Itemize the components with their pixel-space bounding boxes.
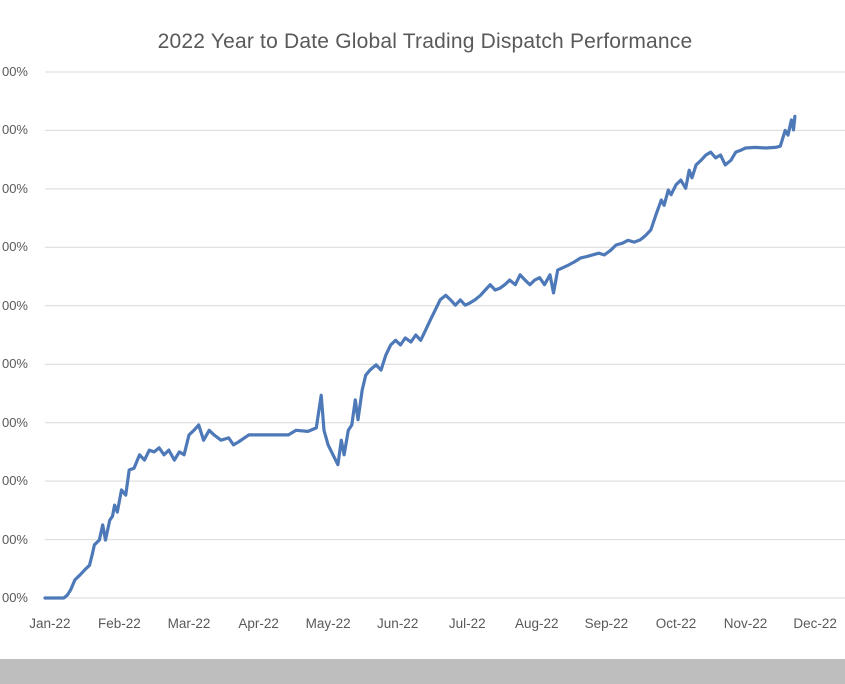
x-tick-label: May-22 bbox=[305, 616, 351, 631]
x-tick-label: Aug-22 bbox=[515, 616, 559, 631]
x-tick-label: Dec-22 bbox=[793, 616, 837, 631]
y-tick-label: 00% bbox=[1, 356, 28, 372]
x-tick-label: Apr-22 bbox=[238, 616, 279, 631]
y-tick-label: 00% bbox=[1, 180, 28, 196]
bottom-gray-bar bbox=[0, 659, 845, 684]
y-tick-label: 00% bbox=[1, 64, 28, 79]
y-tick-label: 00% bbox=[1, 122, 28, 138]
y-tick-label: 00% bbox=[1, 531, 28, 547]
x-tick-label: Feb-22 bbox=[98, 616, 141, 631]
data-series-line bbox=[43, 114, 797, 600]
x-tick-label: Sep-22 bbox=[584, 616, 629, 631]
y-tick-label: 00% bbox=[1, 414, 28, 430]
y-tick-label: 00% bbox=[1, 239, 28, 255]
y-tick-label: 00% bbox=[1, 590, 28, 605]
x-tick-label: Oct-22 bbox=[655, 616, 697, 631]
chart-title: 2022 Year to Date Global Trading Dispatc… bbox=[157, 30, 693, 53]
y-tick-label: 00% bbox=[1, 473, 28, 489]
x-tick-label: Nov-22 bbox=[723, 616, 768, 631]
x-tick-label: Jan-22 bbox=[29, 616, 71, 631]
x-tick-label: Jul-22 bbox=[448, 616, 486, 631]
y-tick-label: 00% bbox=[1, 297, 28, 313]
x-tick-label: Jun-22 bbox=[377, 616, 419, 631]
x-tick-label: Mar-22 bbox=[167, 616, 211, 631]
